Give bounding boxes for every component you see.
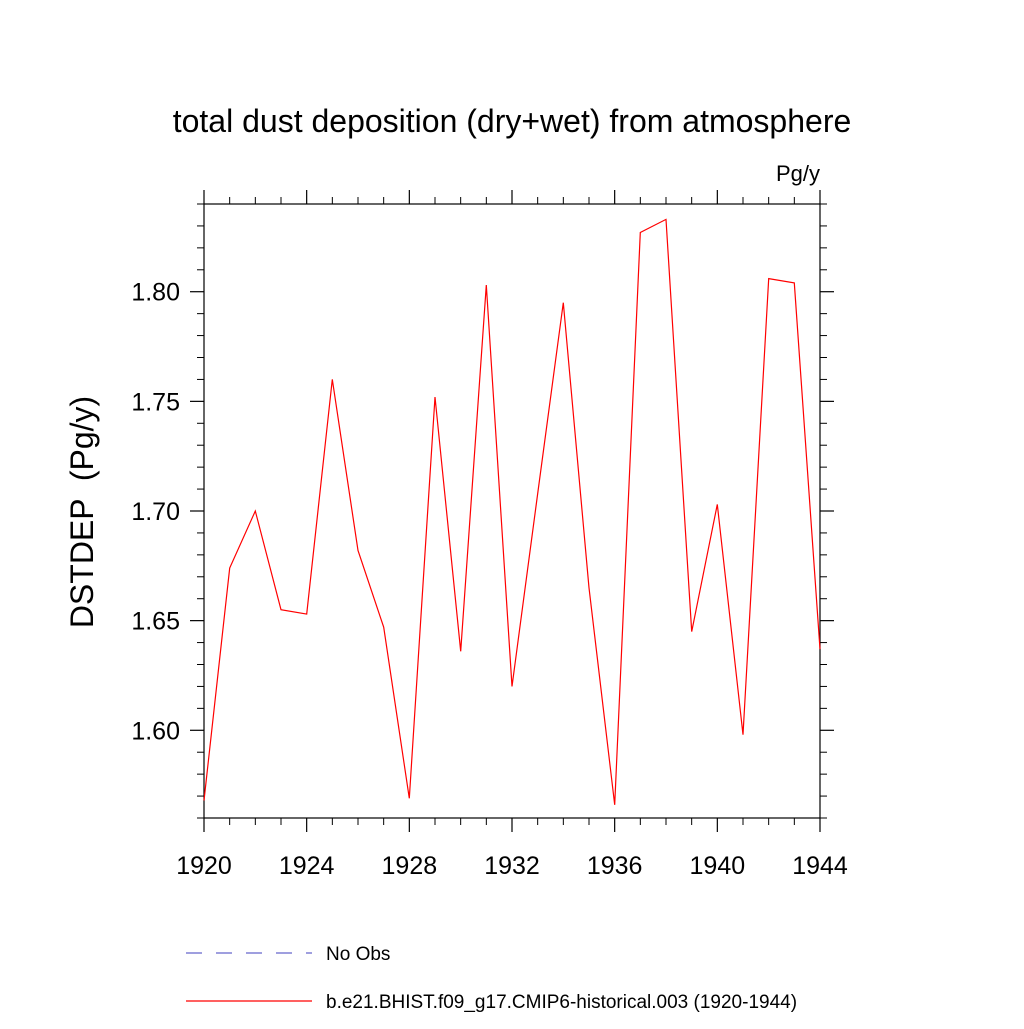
y-tick-label: 1.75 [131, 388, 180, 416]
x-tick-label: 1944 [792, 852, 848, 880]
axis-ticks: 1920 1924 1928 1932 1936 1940 1944 1.60 1.65 1.70… [131, 190, 848, 880]
legend-label: b.e21.BHIST.f09_g17.CMIP6-historical.003… [326, 992, 797, 1013]
x-tick-label: 1940 [690, 852, 746, 880]
units-label: Pg/y [776, 161, 820, 186]
x-tick-label: 1928 [382, 852, 438, 880]
y-axis-label: DSTDEP (Pg/y) [64, 396, 100, 628]
series-layer [203, 218, 821, 805]
plot-frame [203, 203, 821, 819]
chart-title: total dust deposition (dry+wet) from atm… [173, 103, 852, 139]
y-tick-label: 1.60 [131, 717, 180, 745]
x-tick-label: 1932 [484, 852, 540, 880]
series-line [203, 218, 821, 805]
legend-label: No Obs [326, 944, 390, 965]
x-tick-label: 1924 [279, 852, 335, 880]
y-tick-label: 1.65 [131, 608, 180, 636]
y-tick-label: 1.80 [131, 279, 180, 307]
x-tick-label: 1920 [176, 852, 232, 880]
legend: No Obs b.e21.BHIST.f09_g17.CMIP6-historic… [186, 944, 797, 1013]
x-tick-label: 1936 [587, 852, 643, 880]
y-tick-label: 1.70 [131, 498, 180, 526]
